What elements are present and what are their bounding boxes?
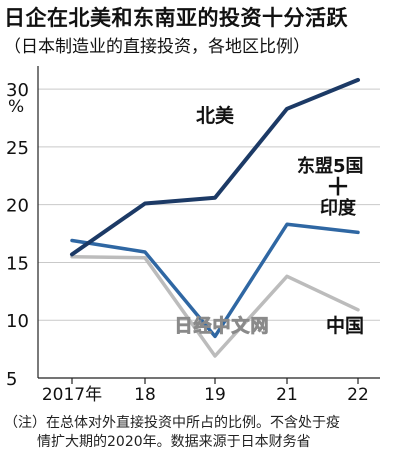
x-tick-3: 21 bbox=[276, 385, 298, 405]
y-axis-unit: % bbox=[8, 97, 24, 117]
footnote-line-1: （注）在总体对外直接投资中所占的比例。不含处于疫 bbox=[4, 415, 340, 431]
series-label-1-part-1: 东盟5国 bbox=[297, 155, 364, 177]
chart-subtitle: （日本制造业的直接投资，各地区比例） bbox=[4, 37, 310, 57]
y-tick-15: 15 bbox=[6, 253, 29, 274]
y-tick-25: 25 bbox=[6, 138, 29, 159]
series-line-0 bbox=[70, 77, 360, 257]
series-line-2 bbox=[70, 254, 360, 358]
chart-title: 日企在北美和东南亚的投资十分活跃 bbox=[4, 6, 348, 30]
x-tick-1: 18 bbox=[134, 385, 156, 405]
watermark: 日经中文网 bbox=[175, 315, 270, 337]
x-tick-4: 22 bbox=[347, 385, 369, 405]
y-tick-20: 20 bbox=[6, 196, 29, 217]
x-tick-0: 2017年 bbox=[42, 385, 102, 405]
series-label-1-part-2: 印度 bbox=[320, 197, 357, 219]
series-label-2: 中国 bbox=[326, 314, 364, 337]
y-tick-10: 10 bbox=[6, 311, 29, 332]
footnote-line-2: 情扩大期的2020年。数据来源于日本财务省 bbox=[37, 434, 311, 450]
series-label-0: 北美 bbox=[196, 104, 235, 127]
y-tick-5: 5 bbox=[6, 369, 17, 390]
footnote: （注）在总体对外直接投资中所占的比例。不含处于疫 情扩大期的2020年。数据来源… bbox=[4, 414, 398, 452]
y-tick-30: 30 bbox=[6, 80, 29, 101]
x-tick-2: 19 bbox=[204, 385, 226, 405]
series-line-1 bbox=[70, 222, 360, 339]
series-label-1-plus: ＋ bbox=[326, 173, 350, 201]
